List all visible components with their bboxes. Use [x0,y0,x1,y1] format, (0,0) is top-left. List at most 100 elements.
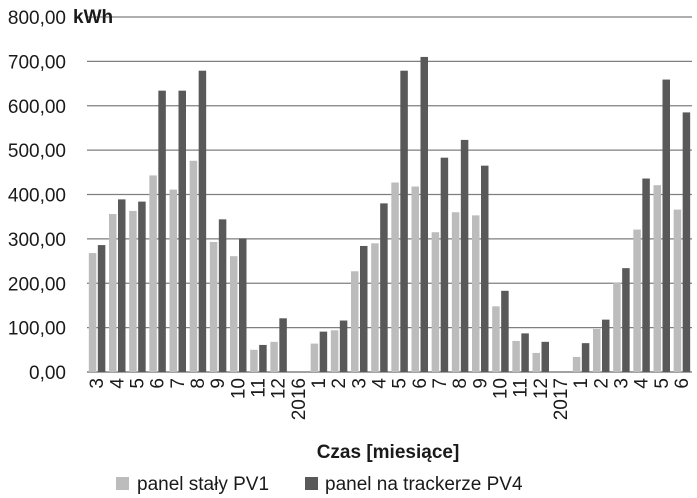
bar-pv1 [593,328,601,372]
bar-pv4 [279,318,287,372]
bar-pv1 [250,349,258,372]
bar-pv4 [662,79,670,372]
x-tick-label: 1 [309,378,330,389]
x-tick-label: 2017 [551,378,572,420]
x-tick-label: 7 [430,378,451,389]
bar-pv4 [218,219,227,372]
bar-pv1 [129,210,137,372]
bar-pv4 [380,203,388,372]
x-tick-label: 2 [591,378,612,389]
legend-swatch [116,477,129,490]
x-tick-label: 3 [349,378,370,389]
bar-pv4 [460,139,469,372]
bar-pv1 [88,253,97,372]
bar-pv1 [391,182,399,372]
bar-pv4 [682,112,691,372]
bar-pv4 [339,320,348,372]
bar-pv4 [178,90,186,372]
bar-pv4 [420,56,428,372]
x-tick-label: 11 [511,378,532,398]
x-tick-label: 10 [228,378,249,399]
bar-pv4 [198,70,207,372]
bar-pv4 [541,341,549,372]
x-tick-label: 8 [188,378,209,389]
bar-pv4 [622,268,630,372]
bar-pv4 [259,344,267,372]
bar-pv1 [330,330,339,372]
x-tick-label: 5 [390,378,411,389]
x-tick-label: 4 [632,378,653,389]
x-tick-label: 12 [269,378,290,399]
y-tick-label: 0,00 [29,363,66,384]
bar-pv1 [310,343,319,372]
x-tick-label: 11 [248,378,269,398]
bar-pv1 [572,356,581,372]
bar-pv1 [149,175,157,372]
gridlines [87,16,692,373]
bar-pv4 [642,178,650,372]
bar-pv1 [532,352,540,372]
bar-pv1 [270,341,278,372]
bar-pv4 [360,245,368,372]
y-tick-label: 100,00 [8,319,66,340]
y-tick-label: 600,00 [8,97,66,118]
bar-pv4 [481,165,489,372]
bar-pv4 [158,90,166,372]
x-tick-label: 4 [369,378,390,389]
y-tick-label: 700,00 [8,52,66,73]
bar-pv1 [109,214,117,372]
bar-pv4 [118,199,126,372]
bar-pv4 [319,331,328,372]
x-tick-label: 3 [87,378,108,389]
bar-pv4 [400,70,408,372]
x-tick-label: 7 [168,378,189,389]
x-tick-label: 10 [490,378,511,399]
x-axis-ticks: 3 4 5 6 7 8 9 10 11 12 2016 1 2 3 4 5 6 7 8 9 10 11 12 2017 1 2 3 4… [87,378,693,421]
bar-pv1 [189,160,198,372]
legend-label: panel na trackerze PV4 [325,474,523,495]
x-tick-label: 6 [148,378,169,389]
x-tick-label: 9 [470,378,491,389]
unit-label: kWh [73,7,113,28]
x-tick-label: 2 [329,378,350,389]
bar-pv4 [138,201,146,372]
y-tick-label: 800,00 [8,8,66,29]
bar-pv4 [501,290,509,372]
bar-pv1 [411,186,419,372]
x-tick-label: 4 [107,378,128,389]
legend-label: panel stały PV1 [137,474,269,495]
x-tick-label: 6 [410,378,431,389]
bar-pv1 [633,229,641,372]
y-tick-label: 400,00 [8,186,66,207]
x-tick-label: 3 [611,378,632,389]
bar-pv1 [169,189,177,372]
x-tick-label: 12 [531,378,552,399]
bar-pv1 [613,282,621,372]
bar-pv4 [581,343,590,372]
bar-pv1 [472,215,480,372]
y-tick-label: 300,00 [8,230,66,251]
x-tick-label: 1 [571,378,592,389]
bar-pv1 [371,243,379,372]
legend: panel stały PV1 panel na trackerze PV4 [116,474,523,495]
y-tick-label: 200,00 [8,274,66,295]
bar-pv1 [492,306,500,372]
bar-pv1 [673,209,682,372]
x-tick-label: 8 [450,378,471,389]
x-tick-label: 2016 [289,378,310,420]
bar-pv1 [209,241,218,372]
bar-pv4 [239,238,247,372]
bars [88,56,691,372]
bar-pv1 [512,340,520,372]
y-tick-label: 500,00 [8,141,66,162]
legend-swatch [305,477,318,490]
x-tick-label: 9 [208,378,229,389]
bar-pv4 [440,157,449,372]
x-axis-title: Czas [miesiące] [317,442,460,463]
x-tick-label: 5 [127,378,148,389]
bar-pv4 [521,333,529,372]
x-tick-label: 6 [672,378,693,389]
bar-pv1 [431,232,440,372]
y-axis-ticks: 0,00 100,00 200,00 300,00 400,00 500,00 600,00… [8,8,66,384]
